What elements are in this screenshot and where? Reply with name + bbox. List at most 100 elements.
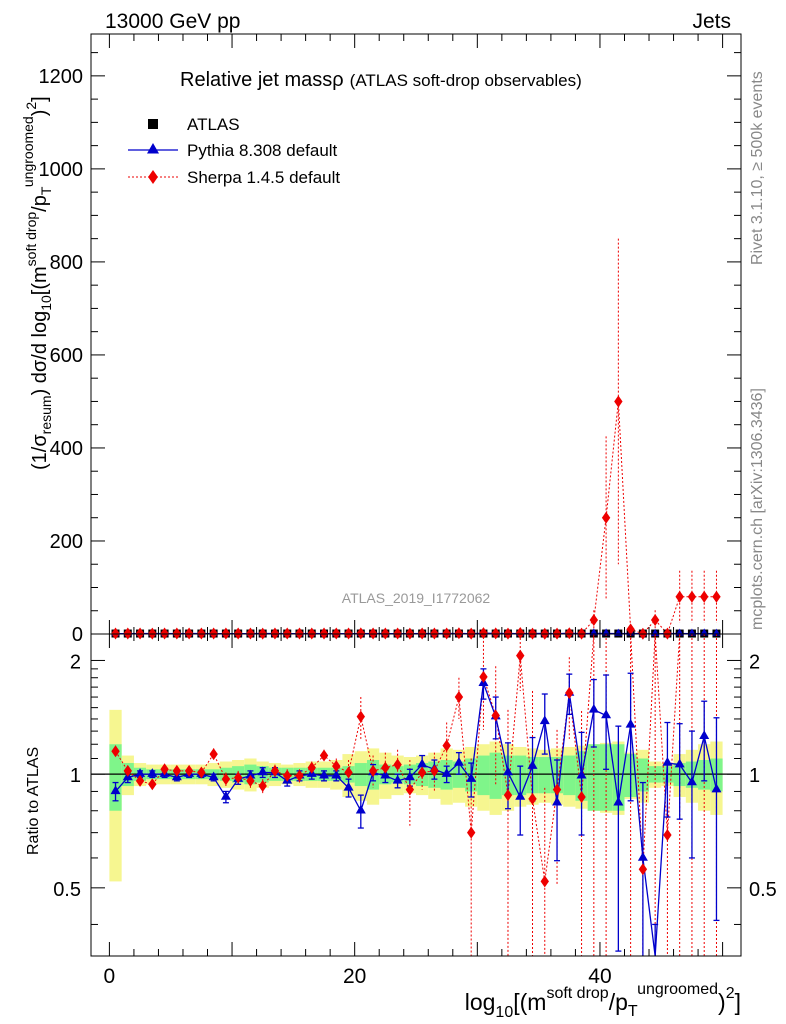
ratio-y-tick-label: 2 (70, 651, 81, 673)
pythia-ratio-point (527, 760, 538, 769)
sherpa-main-point (442, 627, 451, 640)
pythia-ratio-point (662, 757, 673, 766)
pythia-ratio-point (245, 769, 256, 779)
ratio-inner-band (636, 758, 650, 792)
pythia-ratio-point (417, 758, 428, 768)
sherpa-main-point (111, 627, 120, 640)
mcplots-label: mcplots.cern.ch [arXiv:1306.3436] (749, 388, 766, 630)
analysis-id: ATLAS_2019_I1772062 (342, 590, 491, 606)
sherpa-ratio-point (430, 764, 439, 777)
sherpa-main-point (479, 627, 488, 640)
sherpa-ratio-point (123, 764, 132, 777)
sherpa-main-point (712, 590, 721, 603)
sherpa-ratio-point (344, 766, 353, 779)
header-left: 13000 GeV pp (105, 10, 240, 33)
main-y-tick-label: 800 (50, 252, 83, 274)
sherpa-main-point (565, 627, 574, 640)
sherpa-ratio-point (405, 783, 415, 796)
sherpa-main-point (687, 590, 697, 603)
sherpa-main-point (675, 590, 684, 603)
main-marks (111, 238, 721, 640)
x-axis-label: log10[(msoft drop/pTungroomed)2] (465, 981, 741, 1021)
sherpa-ratio-point (540, 875, 549, 888)
sherpa-ratio-point (528, 792, 537, 805)
sherpa-ratio-point (503, 789, 513, 802)
ratio-inner-band (563, 755, 576, 796)
sherpa-ratio-point (148, 778, 157, 791)
rivet-label: Rivet 3.1.10, ≥ 500k events (749, 71, 766, 265)
pythia-ratio-point (380, 769, 391, 779)
ratio-x-tick-label: 0 (104, 965, 116, 988)
main-y-tick-label: 200 (50, 531, 83, 553)
pythia-ratio-point (208, 771, 219, 781)
main-y-tick-label: 0 (72, 624, 83, 646)
ratio-inner-band (599, 744, 613, 811)
sherpa-main-point (491, 627, 500, 640)
ratio-y-tick-label-right: 2 (749, 651, 760, 673)
pythia-ratio-point (147, 768, 158, 777)
legend-atlas-marker (148, 119, 158, 129)
pythia-ratio-point (257, 766, 268, 776)
plot-title-main: Relative jet massρ (180, 69, 344, 91)
sherpa-ratio-point (233, 771, 243, 784)
ratio-frame (90, 633, 742, 957)
legend-sherpa-marker (148, 170, 158, 184)
sherpa-ratio-line (115, 633, 717, 882)
ratio-y-tick-label-right: 0.5 (749, 879, 777, 901)
legend-label: Sherpa 1.4.5 default (187, 168, 340, 187)
sherpa-ratio-point (454, 691, 464, 704)
pythia-ratio-point (699, 730, 710, 739)
sherpa-ratio-point (332, 760, 341, 773)
pythia-ratio-point (110, 785, 121, 795)
sherpa-ratio-point (197, 766, 206, 779)
sherpa-ratio-point (246, 774, 255, 787)
main-y-tick-label: 600 (50, 345, 83, 367)
sherpa-ratio-point (466, 826, 476, 839)
main-panel: 0 200 400 600 800 1000 1200 Relative jet massρ… (20, 33, 742, 646)
sherpa-ratio-point (442, 739, 451, 752)
sherpa-main-point (601, 511, 611, 524)
sherpa-ratio-point (417, 766, 427, 779)
legend-label: Pythia 8.308 default (187, 141, 338, 160)
pythia-ratio-point (502, 766, 513, 776)
sherpa-main-point (650, 614, 660, 627)
ratio-x-tick-label: 40 (588, 965, 611, 988)
ratio-inner-band (587, 744, 600, 811)
pythia-ratio-point (711, 783, 722, 793)
pythia-ratio-point (613, 796, 624, 806)
sherpa-ratio-point (516, 649, 525, 662)
sherpa-ratio-point (283, 769, 292, 782)
main-axes: 0 200 400 600 800 1000 1200 (39, 34, 741, 646)
sherpa-ratio-point (172, 764, 182, 777)
pythia-ratio-point (637, 851, 648, 861)
sherpa-ratio-point (319, 749, 329, 762)
pythia-ratio-point (601, 709, 612, 719)
sherpa-main-point (700, 590, 709, 603)
sherpa-ratio-point (295, 769, 304, 782)
sherpa-ratio-point (184, 764, 194, 777)
sherpa-ratio-point (307, 761, 316, 774)
pythia-ratio-line (115, 683, 718, 957)
sherpa-ratio-point (552, 783, 562, 796)
plot-title-sub: (ATLAS soft-drop observables) (350, 71, 582, 90)
sherpa-ratio-point (663, 829, 672, 842)
sherpa-ratio-point (393, 758, 402, 771)
ratio-y-tick-label-right: 1 (749, 765, 760, 787)
pythia-ratio-point (355, 804, 366, 814)
sherpa-main-point (614, 395, 623, 408)
ratio-y-axis-label: Ratio to ATLAS (25, 747, 42, 855)
sherpa-main-point (319, 627, 329, 640)
ratio-inner-band (477, 755, 490, 796)
sherpa-main-point (209, 627, 218, 640)
sherpa-main-point (356, 627, 366, 640)
ratio-y-tick-label: 1 (70, 765, 81, 787)
ratio-inner-band (538, 757, 551, 794)
pythia-ratio-point (686, 776, 697, 786)
pythia-ratio-point (441, 768, 452, 777)
sherpa-main-point (589, 614, 599, 627)
sherpa-ratio-point (638, 863, 648, 876)
legend: ATLAS Pythia 8.308 default Sherpa 1.4.5 de… (128, 115, 340, 187)
pythia-ratio-point (674, 758, 685, 768)
sherpa-ratio-point (491, 709, 500, 722)
pythia-ratio-point (331, 769, 342, 779)
